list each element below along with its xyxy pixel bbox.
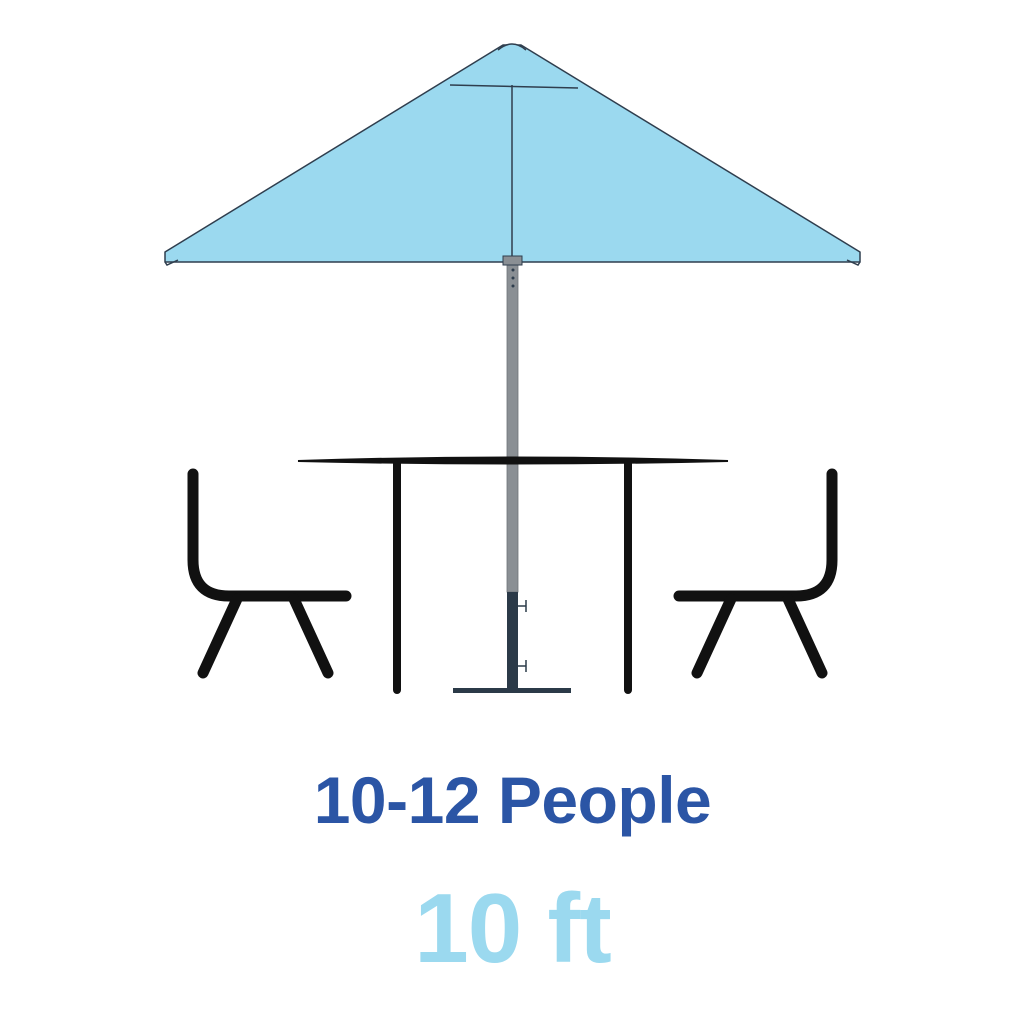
umbrella-stand-base (453, 688, 571, 693)
umbrella-pole-base (507, 592, 518, 690)
umbrella-pole-hub (502, 255, 523, 266)
umbrella-vent-line (449, 84, 579, 89)
umbrella-size-label: 10 ft (414, 873, 612, 983)
pole-rivet (511, 268, 515, 272)
chair-leg (691, 593, 737, 679)
chair-icon (187, 468, 352, 679)
umbrella-pole (506, 261, 519, 593)
umbrella-left-tip (164, 259, 179, 266)
umbrella-right-tip (846, 259, 861, 266)
chair-leg (197, 593, 243, 679)
patio-umbrella-icon (164, 43, 861, 693)
table-icon (297, 456, 729, 694)
chair-leg (782, 593, 828, 679)
umbrella-finial (497, 43, 527, 51)
capacity-label: 10-12 People (313, 763, 712, 837)
pole-rivet (511, 276, 515, 280)
chair-seat-back (673, 468, 838, 602)
table-top (297, 456, 729, 465)
chair-icon (673, 468, 838, 679)
chair-leg (288, 593, 334, 679)
chair-seat-back (187, 468, 352, 602)
pole-rivet (511, 284, 515, 288)
